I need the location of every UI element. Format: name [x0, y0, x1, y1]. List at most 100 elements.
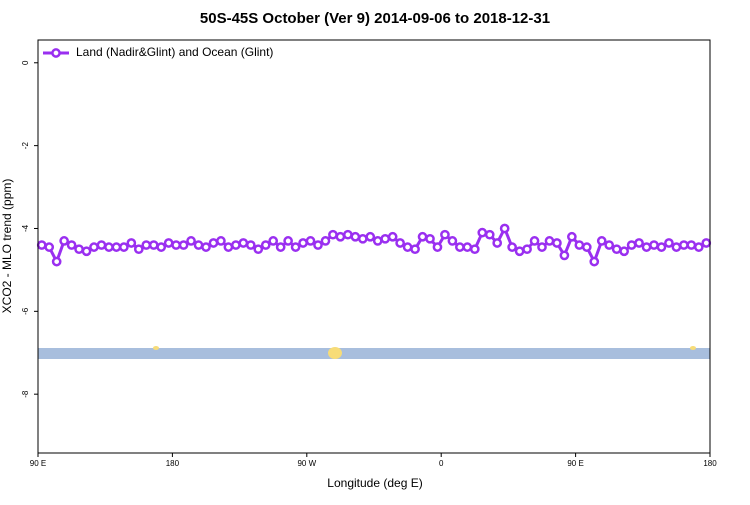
data-point: [290, 242, 301, 252]
land: [153, 346, 159, 350]
map-strip: [38, 346, 710, 359]
data-point: [410, 244, 420, 255]
data-point: [656, 242, 667, 252]
y-tick-label: 0: [21, 60, 30, 65]
data-point: [186, 236, 196, 246]
data-point: [701, 238, 712, 248]
data-point: [649, 240, 659, 250]
data-point: [380, 233, 391, 244]
data-point: [559, 250, 570, 261]
data-point: [529, 236, 540, 246]
data-point: [298, 238, 308, 248]
data-point: [51, 256, 62, 267]
data-point: [81, 246, 92, 257]
data-point: [402, 242, 413, 252]
data-point: [484, 229, 495, 240]
data-point: [432, 242, 443, 252]
x-tick-label: 90 W: [297, 459, 316, 468]
data-point: [320, 236, 331, 246]
data-point: [357, 233, 368, 244]
data-point: [163, 238, 174, 248]
data-point: [679, 240, 689, 250]
data-point: [74, 244, 84, 255]
data-point: [44, 242, 55, 252]
data-point: [447, 236, 458, 246]
data-point: [537, 242, 547, 252]
data-point: [641, 242, 652, 252]
data-point: [96, 240, 107, 250]
x-tick-label: 90 E: [30, 459, 46, 468]
plot-frame: [37, 39, 711, 454]
data-point: [425, 233, 435, 244]
data-point: [260, 240, 271, 250]
data-point: [201, 242, 211, 252]
data-point: [350, 231, 361, 242]
ocean-band: [38, 348, 710, 359]
data-point: [335, 231, 346, 242]
data-point: [343, 229, 353, 240]
y-tick-label: -6: [21, 307, 30, 315]
data-point: [596, 236, 607, 246]
data-point: [253, 244, 264, 255]
land: [328, 347, 342, 359]
data-point: [275, 242, 286, 252]
data-point: [574, 240, 585, 250]
data-point: [387, 231, 398, 242]
land: [690, 346, 696, 350]
data-point: [36, 240, 47, 250]
data-point: [440, 229, 450, 240]
data-point: [693, 242, 704, 252]
data-point: [417, 231, 428, 242]
data-point: [626, 240, 637, 250]
y-tick-label: -8: [21, 390, 30, 398]
data-point: [283, 236, 293, 246]
data-point: [611, 244, 622, 255]
data-point: [514, 246, 525, 257]
data-point: [567, 231, 577, 242]
data-point: [223, 242, 234, 252]
data-point: [455, 242, 465, 252]
data-point: [671, 242, 682, 252]
data-point: [634, 238, 644, 248]
data-point: [66, 240, 77, 250]
data-point: [552, 238, 562, 248]
data-point: [686, 240, 697, 250]
data-point: [171, 240, 181, 250]
data-point: [365, 231, 376, 242]
data-point: [119, 242, 129, 252]
data-point: [372, 236, 383, 246]
x-tick-label: 180: [166, 459, 180, 468]
x-tick-label: 90 E: [567, 459, 583, 468]
data-point: [604, 240, 615, 250]
data-point: [507, 242, 517, 252]
data-point: [156, 242, 167, 252]
data-point: [148, 240, 159, 250]
data-point: [208, 238, 219, 248]
y-axis-label: XCO2 - MLO trend (ppm): [0, 179, 14, 314]
data-point: [619, 246, 629, 257]
data-point: [133, 244, 144, 255]
data-point: [395, 238, 405, 248]
data-point: [328, 229, 338, 240]
data-point: [89, 242, 99, 252]
data-point: [126, 238, 137, 248]
data-point: [462, 242, 473, 252]
data-point: [664, 238, 674, 248]
x-axis-label: Longitude (deg E): [327, 476, 422, 490]
chart-title: 50S-45S October (Ver 9) 2014-09-06 to 20…: [200, 10, 550, 27]
x-tick-label: 180: [703, 459, 717, 468]
data-point: [178, 240, 189, 250]
data-point: [499, 223, 510, 234]
data-point: [245, 240, 256, 250]
data-point: [111, 242, 122, 252]
data-point: [589, 256, 600, 267]
data-point: [104, 242, 114, 252]
legend-marker: [51, 48, 61, 58]
data-point: [238, 238, 249, 248]
data-point: [193, 240, 204, 250]
y-tick-label: -4: [21, 224, 30, 232]
legend-label: Land (Nadir&Glint) and Ocean (Glint): [76, 45, 273, 59]
data-point: [59, 236, 69, 246]
data-point: [231, 240, 241, 250]
